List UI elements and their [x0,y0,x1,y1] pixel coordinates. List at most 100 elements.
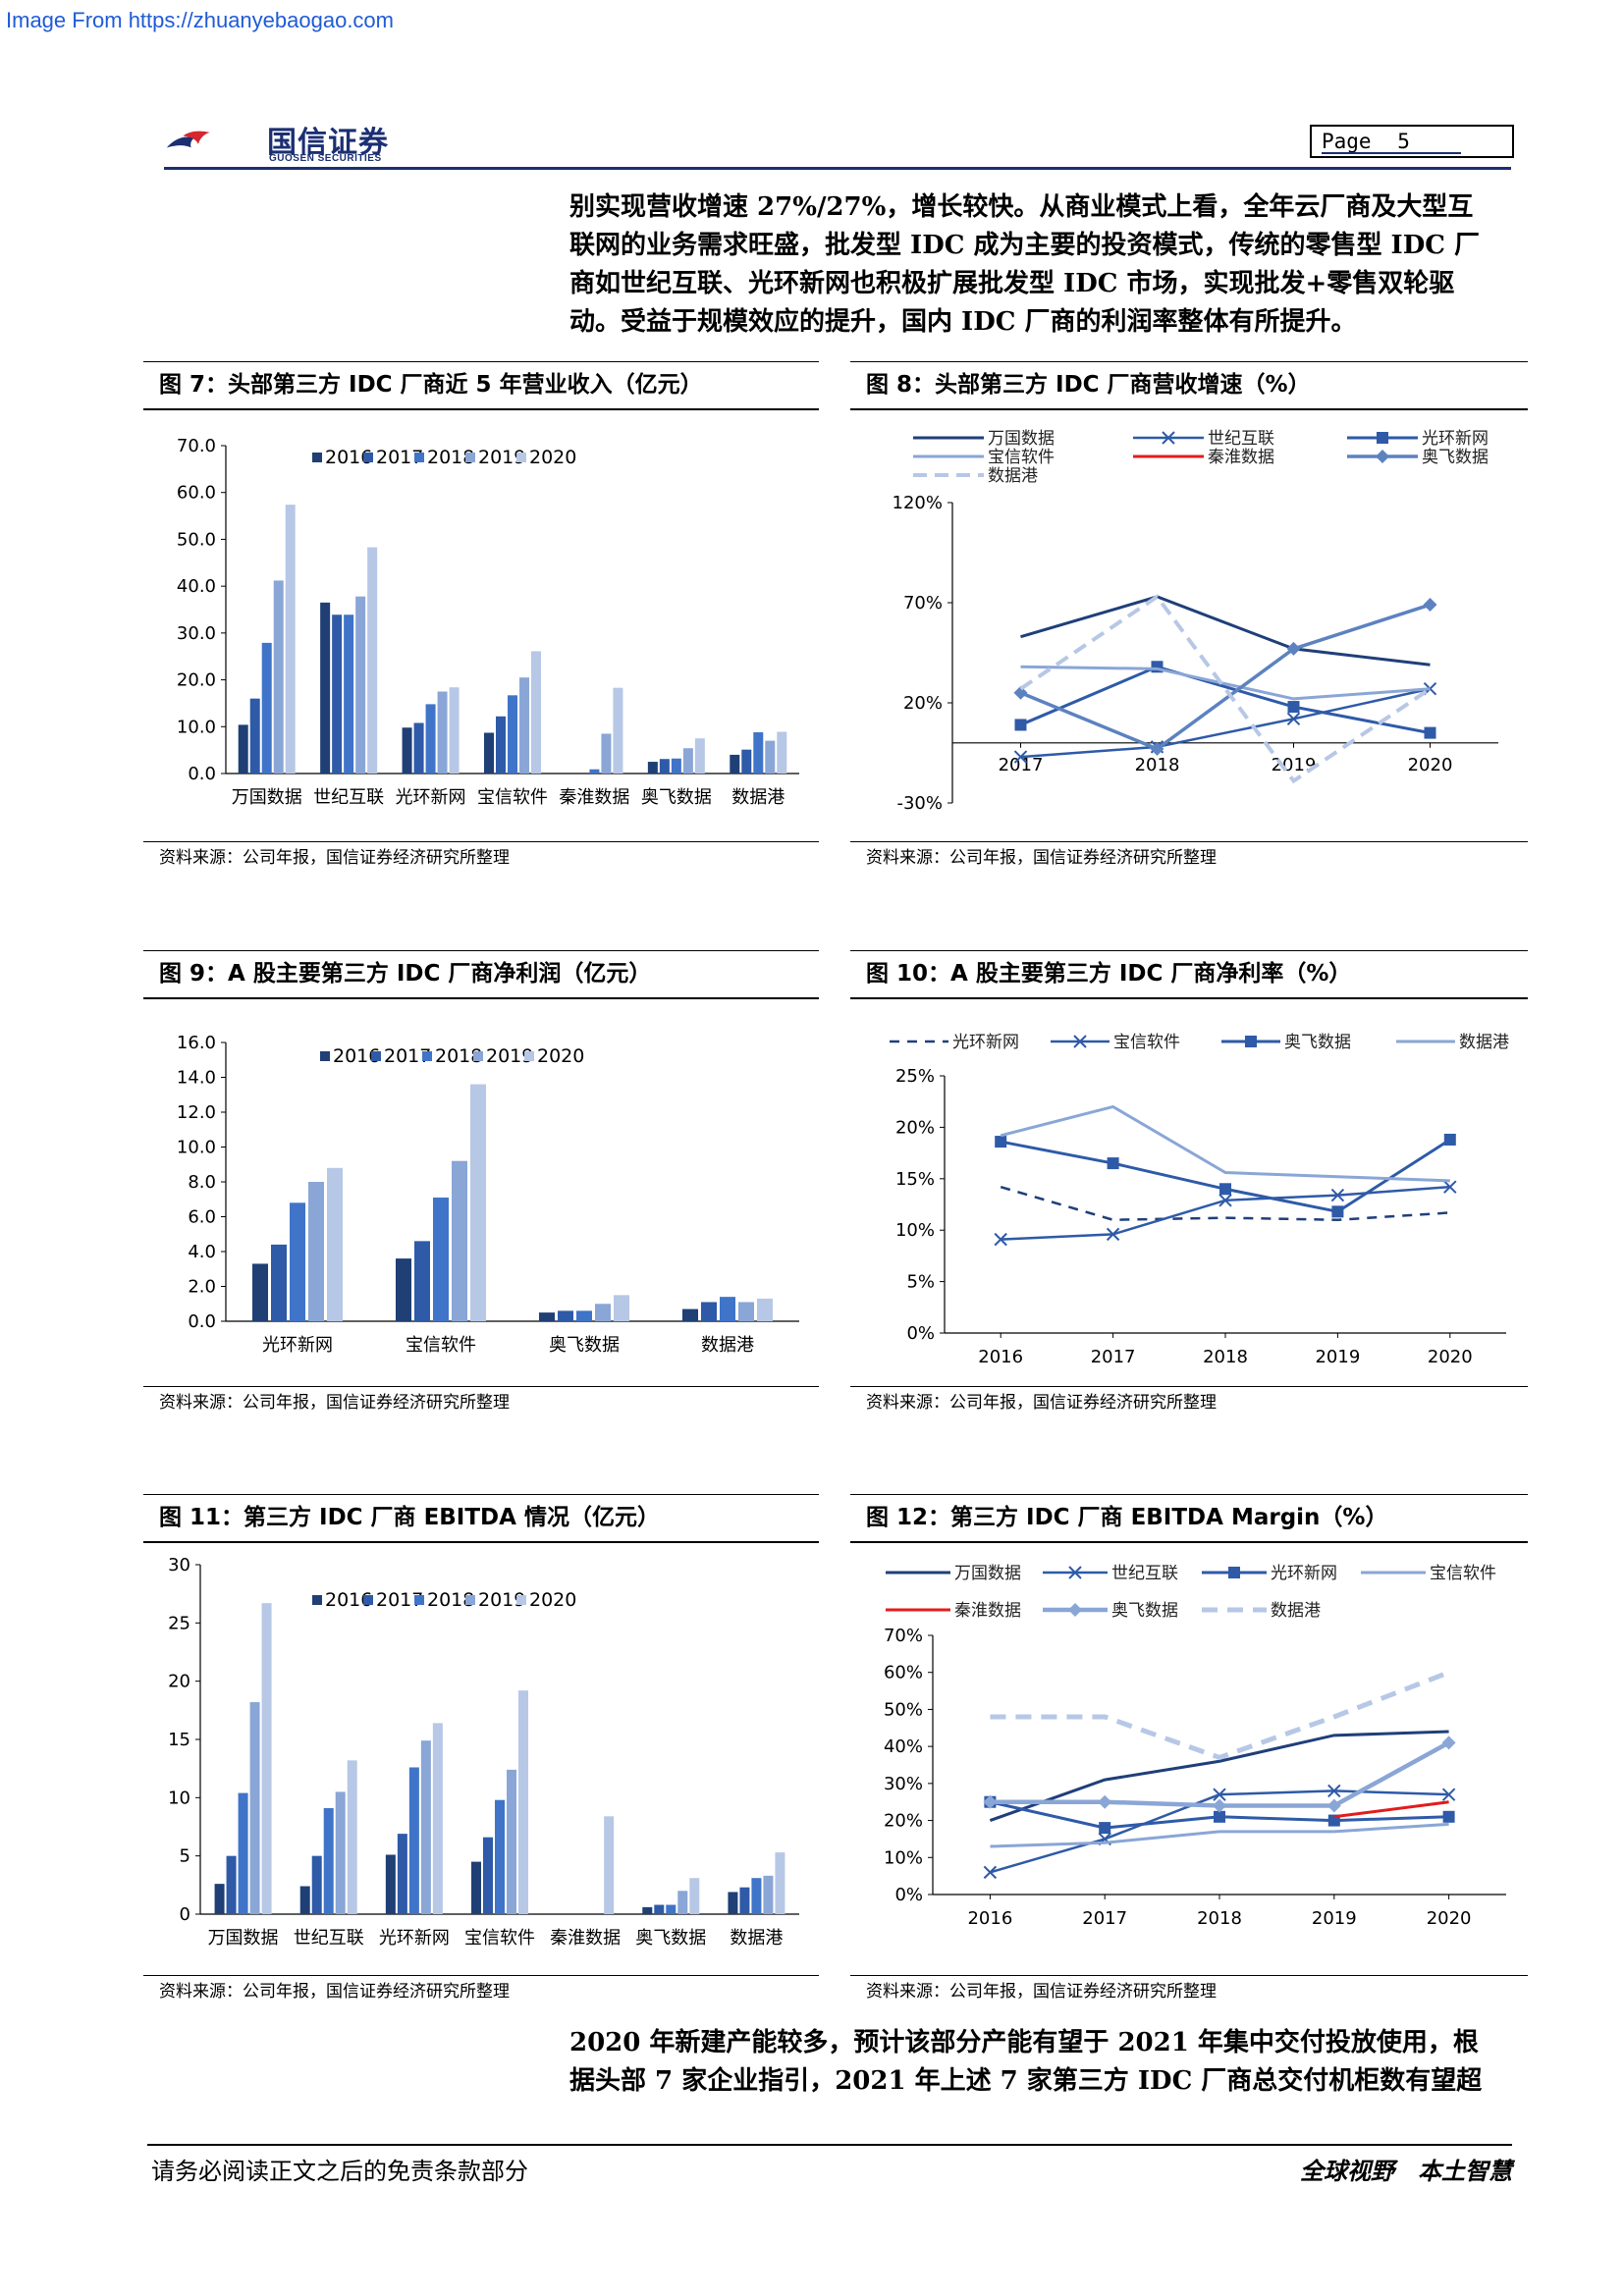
y-tick-label: 120% [893,493,943,513]
x-tick-label: 2020 [1427,1908,1472,1929]
bar [332,614,343,774]
legend-marker [1162,431,1175,445]
legend-label: 秦淮数据 [954,1601,1021,1621]
figure-11-bar-chart: 0 5 10 15 20 25 30 万国数据 世纪互联 光环新网 宝信软件 秦淮数据 奥飞数据 数据港 2… [168,1555,799,1949]
x-tick-label: 2019 [1272,755,1317,775]
figure-10-title: 图 10：A 股主要第三方 IDC 厂商净利率（%） [850,950,1528,999]
bar [614,1295,629,1321]
figure-9-source: 资料来源：公司年报，国信证券经济研究所整理 [143,1386,819,1419]
y-tick-label: 15 [168,1730,190,1750]
bar [741,749,752,774]
x-tick-label: 2018 [1197,1908,1242,1929]
header-rule [164,167,1511,170]
legend-label: 2017 [376,1589,423,1611]
data-point [983,1865,998,1880]
legend-swatch [516,453,526,462]
y-tick-label: 40% [884,1736,923,1757]
data-point [1013,685,1028,700]
x-tick-label: 光环新网 [262,1335,333,1356]
footer-disclaimer[interactable]: 请务必阅读正文之后的免责条款部分 [151,2158,528,2185]
figure-7-title: 图 7：头部第三方 IDC 厂商近 5 年营业收入（亿元） [143,361,819,410]
bar [344,614,354,774]
y-tick-label: 10 [168,1788,190,1808]
data-point [1441,1735,1456,1750]
series-line [1000,1104,1450,1183]
legend-label: 秦淮数据 [1208,448,1274,467]
closing-paragraph: 2020 年新建产能较多，预计该部分产能有望于 2021 年集中交付投放使用，根… [569,2024,1514,2101]
data-point [1286,641,1301,656]
legend-marker [1073,1035,1087,1048]
bar [642,1906,653,1914]
bar [728,1892,738,1914]
bar [285,505,296,774]
legend-swatch [312,453,322,462]
legend-label: 奥飞数据 [1422,448,1489,467]
bar [508,695,517,774]
legend-marker [1245,1036,1257,1047]
bar [408,1767,419,1914]
legend-marker [1068,1566,1082,1579]
page-number: 5 [1397,130,1410,153]
y-tick-label: 20% [884,1811,923,1832]
series-line [1020,665,1431,701]
legend-label: 2020 [529,447,576,468]
bar [507,1769,516,1914]
bar [576,1310,592,1321]
data-point [1218,1194,1232,1207]
legend-swatch [414,1595,424,1605]
bar [531,651,541,774]
series-line [989,1730,1449,1822]
bar [589,769,600,774]
legend-swatch [363,1595,373,1605]
x-tick-label: 2019 [1312,1908,1357,1929]
legend-label: 光环新网 [1422,429,1489,449]
series-line [990,1822,1449,1848]
legend-label: 2016 [333,1045,380,1067]
x-tick-label: 宝信软件 [464,1928,535,1949]
source-url[interactable]: Image From https://zhuanyebaogao.com [6,8,394,32]
legend-label: 宝信软件 [1113,1033,1180,1052]
footer-slogan: 全球视野 本土智慧 [1300,2157,1512,2185]
y-tick-label: 10.0 [177,1138,216,1158]
y-tick-label: 4.0 [188,1242,216,1262]
bar [654,1904,665,1914]
legend-swatch [422,1051,432,1061]
data-point [1287,701,1300,714]
bar [323,1808,334,1914]
y-tick-label: 8.0 [188,1172,216,1193]
y-tick-label: 20 [168,1672,190,1692]
series-line [1019,594,1432,784]
bar [261,642,272,774]
figure-8-title: 图 8：头部第三方 IDC 厂商营收增速（%） [850,361,1528,410]
bar [273,580,284,774]
bar [226,1855,237,1914]
legend-label: 2019 [486,1045,533,1067]
figure-12-line-chart: 0% 10% 20% 30% 40% 50% 60% 70% 2016 2017 2018 2019 2… [884,1564,1506,1929]
bar [775,1852,785,1914]
intro-paragraph: 别实现营收增速 27%/27%，增长较快。从商业模式上看，全年云厂商及大型互 联… [569,188,1514,342]
bar [437,691,448,774]
bar [238,724,248,774]
x-tick-label: 2020 [1408,755,1453,775]
bar [271,1244,287,1321]
bar [519,677,529,774]
y-tick-label: 0 [180,1904,190,1925]
bar [720,1297,735,1321]
legend-marker [1377,432,1388,444]
y-tick-label: 10% [884,1847,923,1868]
bar [214,1884,225,1914]
x-tick-label: 数据港 [701,1335,754,1356]
y-tick-label: 70% [903,593,943,614]
x-tick-label: 2018 [1203,1347,1248,1367]
data-point [1214,1810,1225,1823]
y-tick-label: 10% [895,1220,935,1241]
data-point [1442,1810,1455,1823]
data-point [1331,1205,1344,1218]
bar [701,1302,717,1321]
bar [666,1904,677,1914]
bar [604,1816,615,1914]
legend-label: 2017 [376,447,423,468]
x-tick-label: 2019 [1315,1347,1360,1367]
y-tick-label: 50.0 [177,529,216,550]
closing-line: 2020 年新建产能较多，预计该部分产能有望于 2021 年集中交付投放使用，根 [569,2028,1479,2057]
